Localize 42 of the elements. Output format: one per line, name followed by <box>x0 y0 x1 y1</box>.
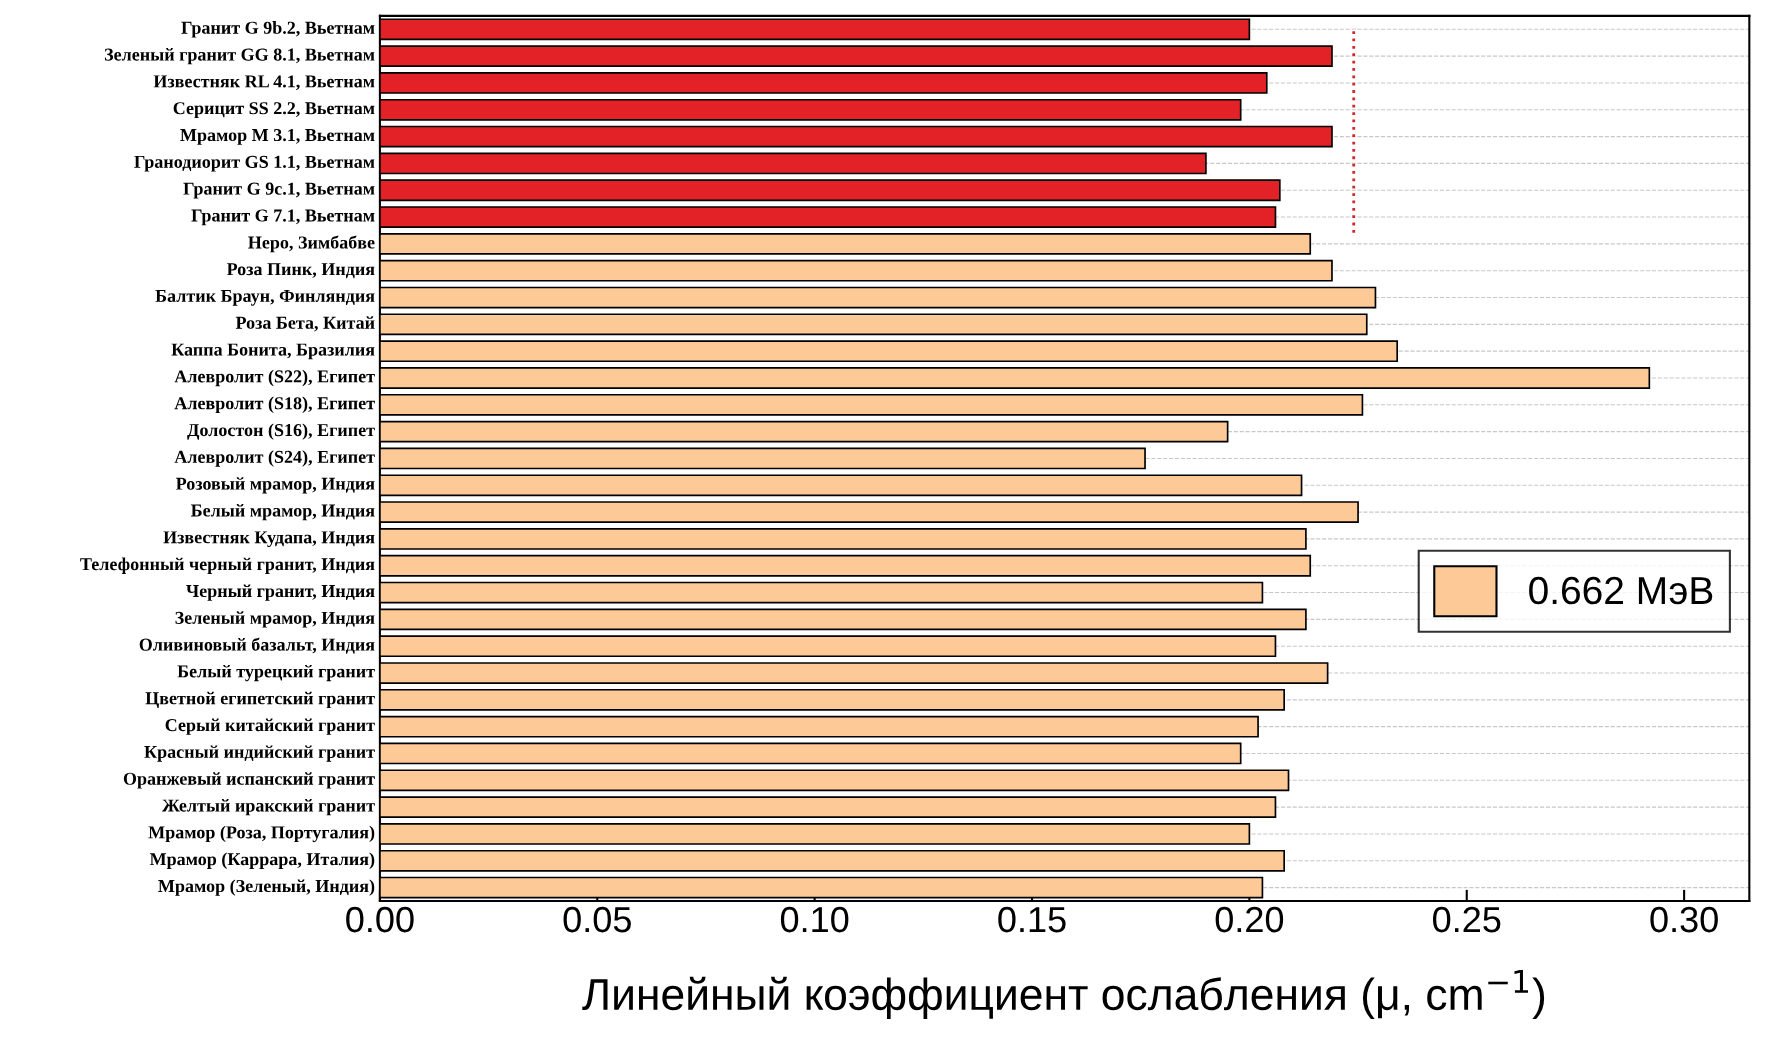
y-tick-label: Известняк RL 4.1, Вьетнам <box>153 75 375 91</box>
legend-label: 0.662 МэВ <box>1529 576 1713 605</box>
y-tick-label: Белый мрамор, Индия <box>190 504 375 521</box>
y-tick-label: Мрамор (Роза, Португалия) <box>148 825 375 843</box>
x-tick-label: 0.05 <box>563 906 631 933</box>
x-tick-label: 0.10 <box>780 906 849 933</box>
y-tick-label: Цветной египетский гранит <box>145 691 375 709</box>
x-tick-label: 0.00 <box>346 906 414 933</box>
y-tick-label: Мрамор (Каррара, Италия) <box>149 852 375 869</box>
y-tick-label: Оливиновый базальт, Индия <box>139 637 375 654</box>
y-tick-label: Серицит SS 2.2, Вьетнам <box>173 102 375 118</box>
x-tick-label: 0.30 <box>1650 906 1718 933</box>
y-tick-label: Роза Бета, Китай <box>235 316 375 332</box>
y-tick-label: Гранит G 9c.1, Вьетнам <box>183 182 375 199</box>
x-tick-label: 0.15 <box>998 906 1066 933</box>
y-tick-label: Алевролит (S18), Египет <box>174 396 375 413</box>
y-tick-label: Балтик Браун, Финляндия <box>155 289 375 306</box>
x-tick-label: 0.25 <box>1433 906 1501 933</box>
y-tick-label: Белый турецкий гранит <box>177 664 375 682</box>
y-tick-label: Роза Пинк, Индия <box>226 263 375 279</box>
y-tick-label: Каппа Бонита, Бразилия <box>171 343 375 360</box>
y-tick-label: Известняк Кудапа, Индия <box>163 531 375 548</box>
y-tick-label: Желтый иракский гранит <box>162 799 375 816</box>
y-tick-label: Оранжевый испанский гранит <box>123 772 375 789</box>
y-tick-label: Мрамор M 3.1, Вьетнам <box>180 128 375 145</box>
y-tick-label: Гранит G 7.1, Вьетнам <box>191 209 375 226</box>
y-tick-label: Серый китайский гранит <box>165 718 375 735</box>
y-tick-label: Черный гранит, Индия <box>186 584 375 601</box>
y-tick-label: Зеленый гранит GG 8.1, Вьетнам <box>104 48 375 65</box>
y-tick-label: Мрамор (Зеленый, Индия) <box>158 879 375 896</box>
y-tick-label: Неро, Зимбабве <box>248 235 375 253</box>
y-tick-label: Алевролит (S24), Египет <box>174 450 375 467</box>
y-tick-label: Долостон (S16), Египет <box>187 423 375 440</box>
x-tick-label: 0.20 <box>1215 906 1284 933</box>
y-tick-label: Зеленый мрамор, Индия <box>175 611 375 628</box>
y-tick-label: Розовый мрамор, Индия <box>175 477 375 494</box>
y-tick-label: Телефонный черный гранит, Индия <box>80 557 375 574</box>
y-tick-label: Красный индийский гранит <box>144 745 375 762</box>
y-tick-label: Гранодиорит GS 1.1, Вьетнам <box>134 155 375 172</box>
y-tick-label: Гранит G 9b.2, Вьетнам <box>181 21 375 38</box>
x-axis-title: Линейный коэффициент ослабления (μ, cm$^{−1}$) <box>582 970 1545 1019</box>
y-tick-label: Алевролит (S22), Египет <box>174 369 375 387</box>
